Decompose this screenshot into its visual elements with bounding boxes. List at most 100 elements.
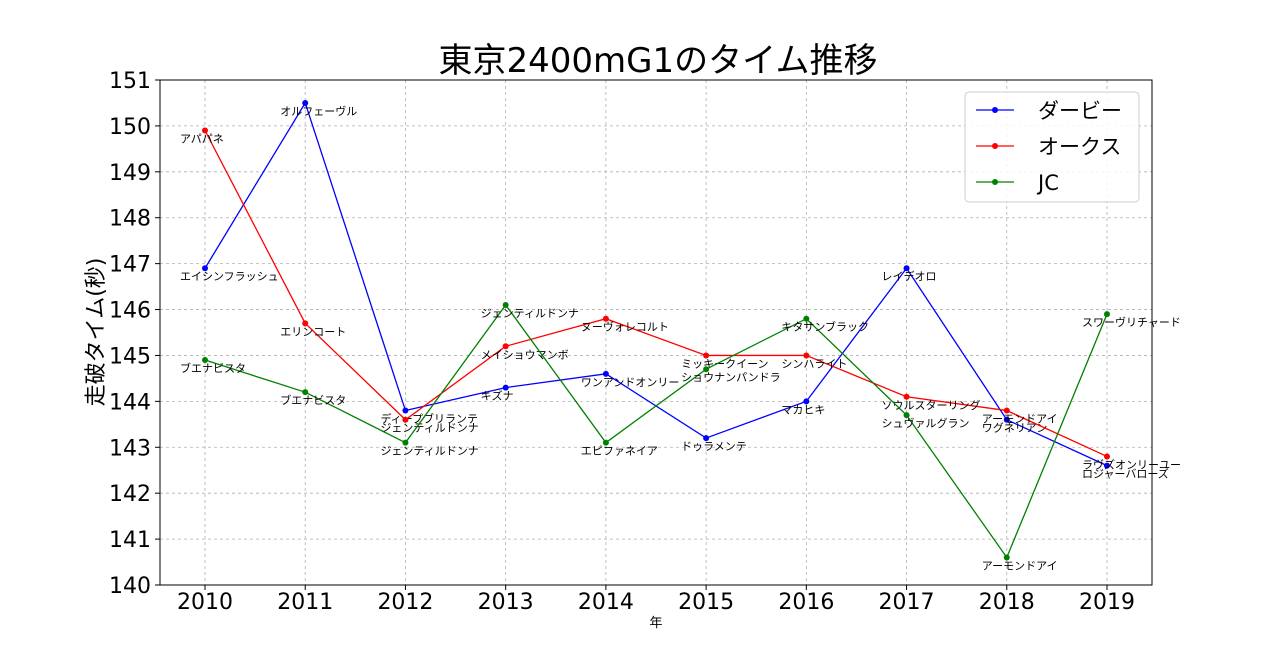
x-tick-label: 2017 [879,590,935,615]
data-label: ミッキークイーン [681,357,768,370]
grid-lines [160,79,1152,586]
data-point [1003,407,1010,414]
x-tick-label: 2010 [177,590,233,615]
data-label: ジェンティルドンナ [380,445,478,458]
data-point [202,265,208,272]
data-point [602,439,609,446]
data-label: オルフェーヴル [280,104,357,118]
data-label: エイシンフラッシュ [180,270,279,283]
data-label: アーモンドアイ [982,413,1058,426]
data-label: エピファネイア [581,445,658,458]
series-line [204,130,1108,458]
data-label: ブエナビスタ [280,393,346,407]
data-label: キタサンブラック [781,320,869,334]
data-point [1003,554,1010,561]
data-point [803,315,810,322]
plot-frame [159,79,1153,586]
legend-item: オークス [976,135,1121,159]
data-label: ショウナンパンドラ [681,371,781,384]
data-point [302,320,309,327]
x-tick-label: 2013 [478,590,534,615]
legend-label: ダービー [1038,99,1122,123]
data-point [602,370,609,377]
data-point [502,343,509,350]
data-label: アパパネ [180,133,224,146]
y-tick-label: 147 [109,253,151,278]
data-point [703,366,710,373]
x-axis-label: 年 [649,616,662,631]
y-tick-label: 142 [109,482,151,507]
data-point [703,435,710,442]
data-label: キズナ [481,389,514,403]
data-label: アーモンドアイ [982,559,1058,572]
data-point [803,398,810,405]
data-point [903,265,910,272]
legend-swatch-marker [992,143,998,149]
data-label: ワグネリアン [982,421,1048,435]
series-3: ブエナビスタブエナビスタジェンティルドンナジェンティルドンナエピファネイアショウ… [180,301,1181,572]
y-axis: 140 141 142 143 144 145 146 147 148 149 150 151 [109,69,160,599]
legend-box [964,91,1140,203]
y-tick-label: 148 [109,207,151,232]
chart-title: 東京2400mG1のタイム推移 [439,41,878,81]
y-tick-label: 145 [109,344,151,369]
y-tick-label: 150 [109,115,151,140]
y-tick-label: 151 [109,69,151,94]
data-point [1003,416,1010,423]
data-label: レイデオロ [882,269,937,283]
data-point [903,412,910,419]
legend-label: オークス [1038,135,1121,159]
data-point [803,352,810,359]
data-label: ラヴズオンリーユー [1082,457,1181,471]
data-point [502,301,509,308]
data-point [302,389,309,396]
x-tick-label: 2011 [277,590,333,615]
data-point [1104,311,1110,318]
x-tick-label: 2015 [678,590,734,615]
data-label: マカヒキ [781,403,825,416]
data-label: ワンアンドオンリー [581,376,680,389]
data-label: ヌーヴォレコルト [581,320,669,334]
series-group: エイシンフラッシュオルフェーヴルディープブリランテキズナワンアンドオンリードゥラ… [180,99,1181,572]
legend-label: JC [1036,171,1059,195]
data-label: ジェンティルドンナ [481,307,579,320]
legend-swatch-marker [992,179,998,185]
data-label: ソウルスターリング [882,398,981,412]
data-point [202,127,208,134]
data-point [1104,453,1110,460]
data-point [202,357,208,364]
y-tick-label: 146 [109,299,151,324]
data-point [302,99,309,106]
y-tick-label: 141 [109,528,151,553]
x-axis: 2010 2011 2012 2013 2014 2015 2016 2017 2018 2019 [177,585,1135,615]
data-point [502,384,509,391]
x-tick-label: 2016 [778,590,834,615]
data-label: ロジャーバローズ [1082,467,1169,481]
series-2: アパパネエリンコートジェンティルドンナメイショウマンボヌーヴォレコルトミッキーク… [180,127,1181,471]
legend-item: ダービー [976,99,1122,123]
data-label: ブエナビスタ [180,361,246,375]
x-tick-label: 2012 [377,590,433,615]
y-tick-label: 143 [109,436,151,461]
data-point [402,416,409,423]
legend-swatch-marker [992,107,998,113]
y-tick-label: 149 [109,161,151,186]
data-label: スワーヴリチャード [1082,315,1181,329]
data-point [402,439,409,446]
y-tick-label: 140 [109,574,151,599]
data-label: エリンコート [280,325,346,338]
data-point [703,352,710,359]
series-line [204,303,1108,559]
legend-item: JC [976,171,1059,195]
x-tick-label: 2018 [979,590,1035,615]
x-tick-label: 2014 [578,590,634,615]
y-tick-label: 144 [109,390,151,415]
y-axis-label: 走破タイム(秒) [84,258,109,407]
data-label: メイショウマンボ [481,348,569,361]
x-tick-label: 2019 [1079,590,1135,615]
data-label: シンハライト [781,357,847,370]
data-point [402,407,409,414]
data-label: ドゥラメンテ [681,440,747,453]
